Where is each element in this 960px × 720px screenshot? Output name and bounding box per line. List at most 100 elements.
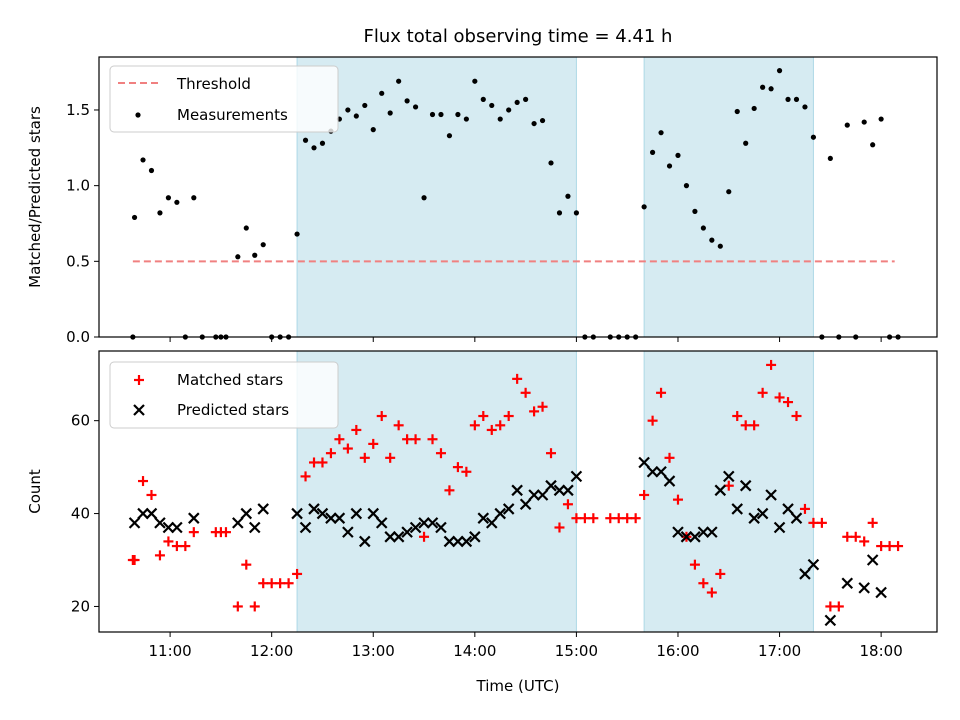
- matched-star-point: [478, 411, 489, 422]
- matched-star-point: [833, 601, 844, 612]
- matched-star-point: [799, 503, 810, 514]
- matched-star-point: [368, 438, 379, 449]
- x-tick-label: 18:00: [860, 642, 903, 660]
- predicted-star-point: [316, 507, 329, 520]
- predicted-star-point: [731, 503, 744, 515]
- predicted-star-point: [469, 531, 481, 543]
- matched-star-point: [554, 522, 565, 533]
- predicted-star-point: [866, 554, 879, 566]
- matched-star-point: [630, 513, 641, 524]
- measurement-point: [370, 127, 376, 133]
- legend-label-matched: Matched stars: [177, 371, 283, 389]
- matched-star-point: [154, 550, 165, 561]
- predicted-star-point: [392, 531, 405, 543]
- measurement-point: [734, 108, 740, 115]
- x-tick-label: 11:00: [148, 642, 191, 660]
- y-axis-label-ratio: Matched/Predicted stars: [26, 106, 44, 288]
- legend-box: [109, 65, 339, 133]
- observing-band-2: [643, 56, 814, 338]
- predicted-star-point: [841, 577, 854, 590]
- predicted-star-point: [739, 479, 752, 492]
- predicted-star-point: [519, 498, 532, 511]
- measurement-point: [429, 111, 436, 118]
- measurement-point: [514, 99, 520, 106]
- y-tick-label: 20: [71, 597, 90, 615]
- matched-star-point: [359, 452, 370, 463]
- predicted-star-point: [646, 465, 659, 478]
- y-tick-label: 1.5: [66, 101, 90, 119]
- predicted-star-point: [807, 558, 820, 571]
- predicted-star-point: [325, 512, 337, 524]
- ratio-panel: 0.0 0.5 1.0 1.5 Matched/Predicted stars Thr…: [26, 56, 938, 346]
- matched-star-point: [435, 448, 446, 459]
- predicted-star-point: [137, 507, 149, 520]
- predicted-star-point: [570, 470, 583, 483]
- measurement-point: [148, 167, 155, 174]
- matched-star-point: [698, 578, 709, 589]
- predicted-star-point: [418, 517, 430, 529]
- matched-star-point: [283, 578, 294, 589]
- measurement-point: [319, 140, 326, 146]
- predicted-star-point: [409, 521, 422, 534]
- measurement-point: [294, 231, 300, 237]
- predicted-star-point: [528, 489, 540, 501]
- matched-star-point: [529, 406, 540, 417]
- measurement-point: [717, 243, 723, 249]
- measurement-point: [131, 214, 138, 221]
- predicted-star-point: [435, 521, 447, 534]
- matched-star-point: [656, 387, 667, 398]
- predicted-star-point: [232, 517, 244, 529]
- measurement-point: [523, 96, 529, 102]
- measurement-point: [776, 68, 783, 74]
- y-tick-label: 60: [71, 412, 90, 430]
- predicted-star-point: [638, 456, 650, 469]
- measurement-point: [497, 116, 503, 122]
- legend-ratio: Threshold Measurements: [109, 65, 339, 133]
- matched-star-point: [512, 373, 523, 384]
- measurement-point: [362, 102, 368, 109]
- measurement-point: [709, 237, 715, 243]
- predicted-star-point: [188, 512, 200, 524]
- predicted-star-point: [553, 484, 566, 497]
- predicted-star-point: [154, 517, 166, 529]
- matched-star-point: [672, 494, 683, 505]
- matched-star-point: [419, 531, 430, 542]
- predicted-star-point: [342, 526, 354, 538]
- measurement-point: [641, 204, 647, 210]
- matched-star-point: [317, 457, 328, 468]
- matched-star-point: [461, 466, 472, 477]
- predicted-star-point: [494, 507, 507, 520]
- measurement-point: [666, 163, 673, 169]
- predicted-star-point: [536, 489, 549, 501]
- measurement-point: [878, 116, 884, 122]
- x-tick-label: 15:00: [555, 642, 598, 660]
- y-tick-label: 0.5: [66, 252, 90, 270]
- matched-star-point: [393, 420, 404, 431]
- observing-band-2: [643, 350, 814, 633]
- x-tick-label: 14:00: [453, 642, 496, 660]
- measurement-point: [302, 137, 309, 143]
- observing-bands: [296, 56, 814, 338]
- measurement-point: [260, 242, 266, 248]
- measurement-point: [573, 210, 580, 216]
- measurement-point: [404, 98, 410, 104]
- measurement-point: [743, 140, 749, 146]
- matched-star-point: [842, 531, 853, 542]
- matched-star-point: [138, 476, 149, 487]
- legend-label-threshold: Threshold: [176, 75, 251, 93]
- x-tick-label: 12:00: [250, 642, 293, 660]
- measurement-point: [768, 86, 774, 92]
- matched-star-point: [427, 434, 438, 445]
- predicted-star-point: [706, 526, 718, 538]
- measurement-point: [861, 119, 867, 125]
- measurement-point: [844, 122, 850, 128]
- matched-star-point: [825, 601, 836, 612]
- predicted-star-point: [689, 531, 701, 543]
- matched-star-point: [266, 578, 277, 589]
- matched-star-point: [351, 424, 362, 435]
- matched-star-point: [579, 513, 590, 524]
- predicted-star-point: [162, 521, 175, 534]
- predicted-star-point: [308, 503, 320, 515]
- measurement-point: [157, 210, 163, 216]
- predicted-star-point: [545, 479, 557, 492]
